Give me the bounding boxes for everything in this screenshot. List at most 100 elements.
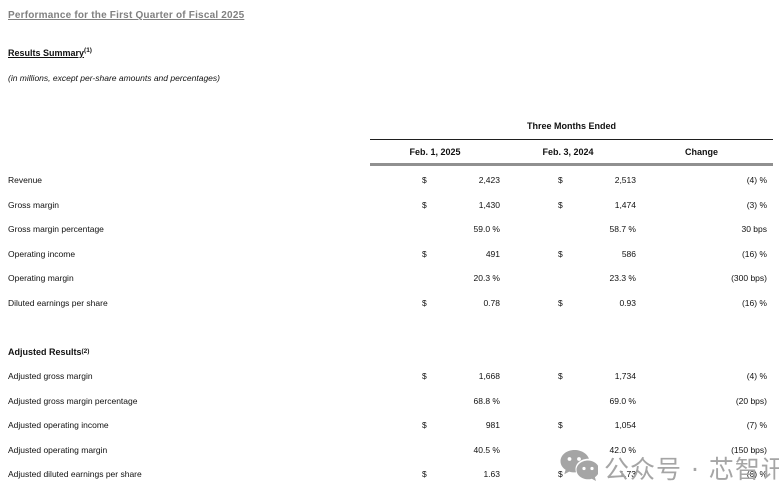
table-row-gross-margin-percentage: Gross margin percentage 59.0 % 58.7 % 30… [8, 217, 767, 242]
cell-value: 1,430 [478, 199, 500, 210]
currency-symbol: $ [558, 469, 563, 480]
table-row-adjusted-operating-income: Adjusted operating income $981 $1,054 (7… [8, 413, 767, 438]
cell-value: 2,513 [614, 175, 636, 186]
currency-symbol: $ [558, 371, 563, 382]
currency-symbol: $ [422, 175, 427, 186]
cell-value: 23.3 % [609, 273, 636, 284]
cell-change: (7) % [636, 420, 767, 430]
cell-change: (3) % [636, 200, 767, 210]
cell-value: 68.8 % [473, 395, 500, 406]
cell-fy2024: 23.3 % [500, 273, 636, 283]
cell-fy2024: 58.7 % [500, 224, 636, 234]
cell-value: 30 bps [741, 224, 767, 235]
section-spacer [8, 315, 767, 340]
row-label: Adjusted diluted earnings per share [8, 469, 142, 480]
cell-value: (7) % [746, 420, 767, 431]
cell-value: 0.78 [483, 297, 500, 308]
cell-value: 1,474 [614, 199, 636, 210]
table-row-adjusted-gross-margin: Adjusted gross margin $1,668 $1,734 (4) … [8, 364, 767, 389]
watermark-text: 公众号 · 芯智讯 [604, 455, 779, 484]
cell-fy2025: 20.3 % [370, 273, 500, 283]
results-summary-label: Results Summary [8, 48, 85, 58]
cell-fy2024: $586 [500, 249, 636, 259]
row-label: Adjusted gross margin percentage [8, 395, 138, 406]
cell-fy2025: 68.8 % [370, 396, 500, 406]
footnote-marker-1: (1) [84, 47, 92, 54]
cell-fy2024: $1,054 [500, 420, 636, 430]
cell-fy2024: $2,513 [500, 175, 636, 185]
header-rule-top [370, 139, 773, 140]
cell-change: (16) % [636, 249, 767, 259]
currency-symbol: $ [558, 248, 563, 259]
currency-symbol: $ [558, 175, 563, 186]
currency-symbol: $ [422, 248, 427, 259]
currency-symbol: $ [422, 420, 427, 431]
row-label: Gross margin [8, 199, 60, 210]
cell-fy2024: 42.0 % [500, 445, 636, 455]
cell-value: 1,668 [478, 371, 500, 382]
units-note: (in millions, except per-share amounts a… [8, 73, 220, 83]
cell-fy2024: 69.0 % [500, 396, 636, 406]
cell-change: (300 bps) [636, 273, 767, 283]
cell-fy2025: $1,430 [370, 200, 500, 210]
column-headers: Feb. 1, 2025 Feb. 3, 2024 Change [370, 147, 767, 157]
cell-value: 1.73 [619, 469, 636, 480]
cell-fy2024: $1,734 [500, 371, 636, 381]
period-header: Three Months Ended [526, 121, 616, 131]
cell-value: 58.7 % [609, 224, 636, 235]
cell-fy2025: 59.0 % [370, 224, 500, 234]
row-label: Operating margin [8, 273, 74, 284]
row-label: Gross margin percentage [8, 224, 104, 235]
table-row-operating-income: Operating income $491 $586 (16) % [8, 242, 767, 267]
column-header-change: Change [684, 147, 718, 157]
cell-value: (4) % [746, 371, 767, 382]
cell-fy2025: $0.78 [370, 298, 500, 308]
currency-symbol: $ [422, 297, 427, 308]
cell-fy2024: $1.73 [500, 469, 636, 479]
cell-change: 30 bps [636, 224, 767, 234]
cell-value: 59.0 % [473, 224, 500, 235]
column-header-fy2025: Feb. 1, 2025 [409, 147, 461, 157]
cell-value: 2,423 [478, 175, 500, 186]
cell-fy2025: $1.63 [370, 469, 500, 479]
cell-value: (16) % [741, 248, 767, 259]
row-label: Adjusted operating margin [8, 444, 108, 455]
cell-value: 42.0 % [609, 444, 636, 455]
table-row-adjusted-gross-margin-percentage: Adjusted gross margin percentage 68.8 % … [8, 389, 767, 414]
cell-change: (20 bps) [636, 396, 767, 406]
cell-value: 491 [485, 248, 500, 259]
header-rule-bottom [370, 163, 773, 166]
cell-change: (6) % [636, 469, 767, 479]
cell-change: (16) % [636, 298, 767, 308]
cell-value: 1.63 [483, 469, 500, 480]
currency-symbol: $ [558, 420, 563, 431]
results-summary-heading: Results Summary(1) [8, 47, 92, 58]
column-header-fy2024: Feb. 3, 2024 [542, 147, 594, 157]
currency-symbol: $ [422, 199, 427, 210]
cell-change: (4) % [636, 371, 767, 381]
currency-symbol: $ [558, 297, 563, 308]
results-table-body: Revenue $2,423 $2,513 (4) % Gross margin… [8, 168, 767, 487]
cell-fy2025: $1,668 [370, 371, 500, 381]
row-label: Diluted earnings per share [8, 297, 108, 308]
table-row-adjusted-diluted-eps: Adjusted diluted earnings per share $1.6… [8, 462, 767, 487]
cell-value: (6) % [746, 469, 767, 480]
cell-fy2025: 40.5 % [370, 445, 500, 455]
cell-value: 0.93 [619, 297, 636, 308]
cell-value: 1,734 [614, 371, 636, 382]
table-row-adjusted-operating-margin: Adjusted operating margin 40.5 % 42.0 % … [8, 438, 767, 463]
page-title: Performance for the First Quarter of Fis… [8, 10, 245, 21]
cell-value: (150 bps) [731, 444, 767, 455]
currency-symbol: $ [422, 469, 427, 480]
currency-symbol: $ [422, 371, 427, 382]
cell-fy2024: $0.93 [500, 298, 636, 308]
cell-fy2025: $981 [370, 420, 500, 430]
cell-change: (150 bps) [636, 445, 767, 455]
row-label: Revenue [8, 175, 43, 186]
cell-value: 40.5 % [473, 444, 500, 455]
cell-fy2024: $1,474 [500, 200, 636, 210]
watermark: 公众号 · 芯智讯 [560, 449, 779, 487]
row-label: Adjusted operating income [8, 420, 109, 431]
cell-value: (4) % [746, 175, 767, 186]
cell-value: 586 [621, 248, 636, 259]
